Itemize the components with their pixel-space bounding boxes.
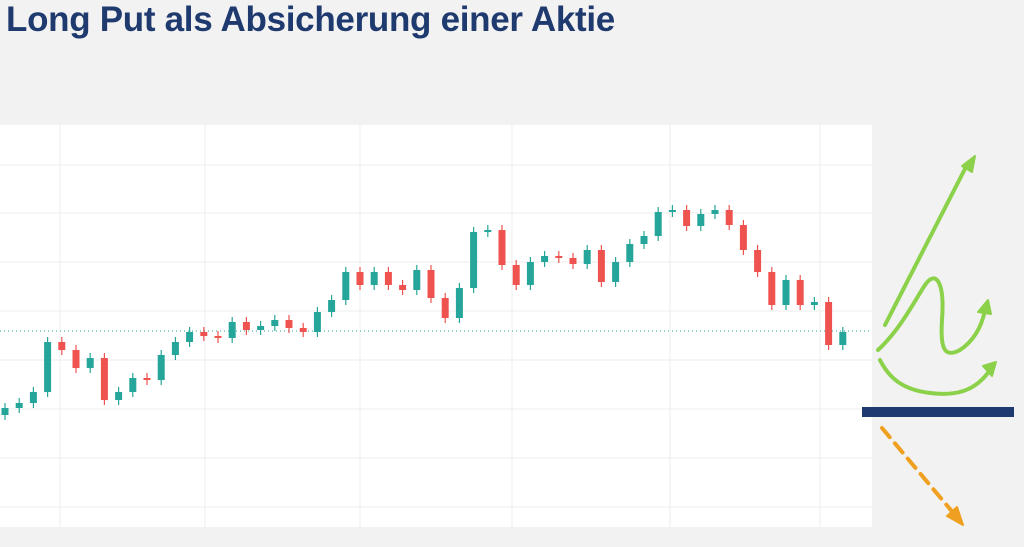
- candle-body: [455, 288, 463, 318]
- candle-body: [257, 326, 265, 330]
- candle-body: [186, 332, 194, 342]
- candle-body: [356, 272, 364, 285]
- candle-body: [370, 272, 378, 285]
- slide-title: Long Put als Absicherung einer Aktie: [6, 0, 615, 39]
- candle-body: [143, 378, 151, 380]
- candle-body: [597, 250, 605, 282]
- candle-body: [384, 272, 392, 285]
- candle-body: [271, 320, 279, 326]
- candle-body: [29, 392, 37, 403]
- annotations: [862, 155, 1014, 526]
- candle-body: [200, 332, 208, 336]
- down-arrow: [880, 426, 957, 517]
- candle-body: [739, 225, 747, 250]
- candle-body: [654, 212, 662, 236]
- candle-body: [470, 232, 478, 288]
- candle-body: [526, 262, 534, 285]
- wave-arrow: [876, 276, 987, 355]
- candle-body: [15, 403, 23, 408]
- candle-body: [754, 250, 762, 272]
- candle-body: [242, 322, 250, 330]
- candle-body: [285, 320, 293, 328]
- lower-arrow: [878, 358, 992, 396]
- candle-body: [171, 342, 179, 355]
- candles: [1, 205, 847, 420]
- candle-body: [228, 322, 236, 338]
- candle-body: [328, 300, 336, 312]
- candle-body: [299, 328, 307, 332]
- candle-body: [541, 256, 549, 262]
- candle-body: [782, 280, 790, 305]
- candle-body: [44, 342, 52, 392]
- candle-body: [612, 262, 620, 282]
- candle-body: [569, 258, 577, 264]
- candle-body: [157, 355, 165, 380]
- candle-body: [214, 336, 222, 338]
- candle-body: [413, 270, 421, 290]
- candle-body: [768, 272, 776, 305]
- up-arrow: [883, 161, 970, 327]
- candle-body: [825, 302, 833, 345]
- candle-body: [484, 230, 492, 232]
- arrow-head: [946, 506, 964, 526]
- candle-body: [796, 280, 804, 305]
- candle-body: [668, 210, 676, 212]
- candle-body: [810, 302, 818, 305]
- arrow-head: [977, 299, 992, 315]
- candle-body: [583, 250, 591, 264]
- candle-body: [399, 285, 407, 290]
- candle-body: [427, 270, 435, 298]
- candle-body: [683, 210, 691, 226]
- candle-body: [725, 210, 733, 225]
- arrow-head: [961, 155, 976, 173]
- candle-body: [498, 230, 506, 265]
- grid: [0, 125, 872, 527]
- candle-body: [58, 342, 66, 350]
- arrow-head: [982, 361, 997, 377]
- candle-body: [115, 392, 123, 400]
- candle-body: [342, 272, 350, 300]
- candle-body: [711, 210, 719, 214]
- candle-body: [100, 358, 108, 400]
- candle-body: [313, 312, 321, 332]
- candle-body: [441, 298, 449, 318]
- candle-body: [86, 358, 94, 368]
- candle-body: [697, 214, 705, 226]
- candle-body: [129, 378, 137, 392]
- candle-body: [72, 350, 80, 368]
- plot-area: [0, 125, 872, 527]
- put-strike-bar: [862, 407, 1014, 417]
- candle-body: [839, 332, 847, 345]
- candle-body: [555, 256, 563, 258]
- candle-body: [1, 408, 9, 415]
- candle-body: [640, 236, 648, 244]
- candle-body: [626, 244, 634, 262]
- candle-body: [512, 265, 520, 285]
